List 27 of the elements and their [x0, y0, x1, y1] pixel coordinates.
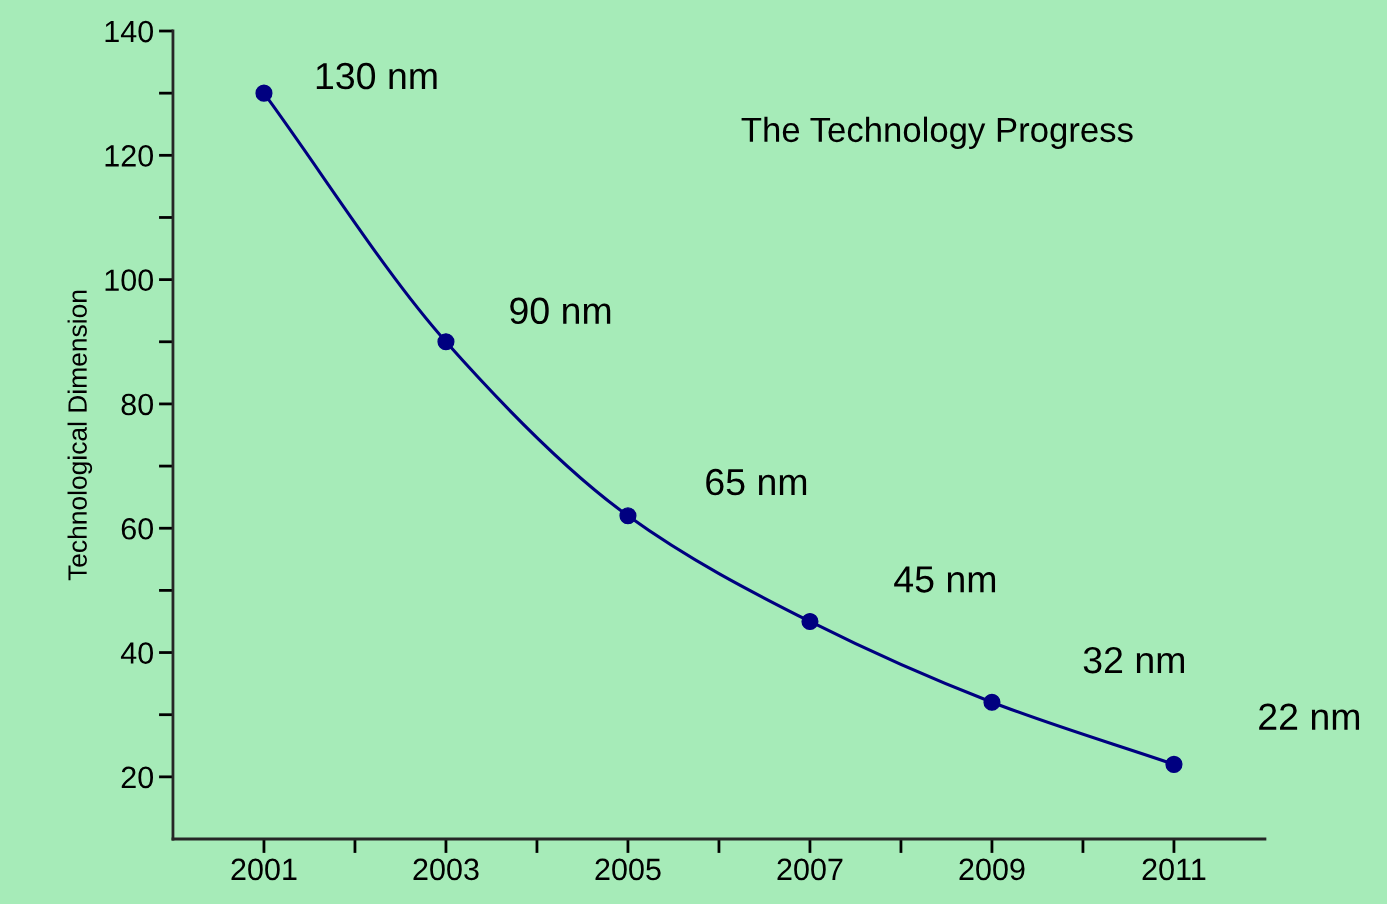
- point: [801, 612, 819, 631]
- x-tick-label: 2011: [1142, 858, 1206, 881]
- point: [619, 507, 637, 525]
- x-tick-label: 2007: [777, 858, 843, 881]
- x-tick-label: 2009: [959, 858, 1025, 881]
- point: [437, 333, 455, 351]
- point: [983, 693, 1001, 711]
- annotation: 22 nm: [1259, 703, 1360, 730]
- y-tick-label: 100: [105, 269, 154, 291]
- annotation: 65 nm: [706, 468, 807, 496]
- y-tick-label: 40: [120, 642, 154, 664]
- y-axis-title: Technological Dimension: [67, 290, 93, 581]
- annotation: 130 nm: [316, 62, 437, 90]
- y-tick-label: 60: [121, 517, 154, 540]
- annotation: 45 nm: [894, 566, 996, 593]
- y-tick-label: 140: [105, 20, 154, 43]
- x-tick-label: 2005: [595, 858, 661, 881]
- text: The Technology Progress: [741, 116, 1133, 149]
- annotation: 32 nm: [1083, 646, 1184, 674]
- y-tick-label: 120: [105, 145, 154, 167]
- y-tick-label: 80: [121, 393, 154, 416]
- y-tick-label: 20: [121, 766, 154, 789]
- point: [1165, 755, 1183, 773]
- point: [255, 84, 273, 102]
- x-tick-label: 2003: [413, 858, 479, 881]
- annotation: 90 nm: [510, 297, 611, 325]
- x-tick-label: 2001: [231, 858, 297, 881]
